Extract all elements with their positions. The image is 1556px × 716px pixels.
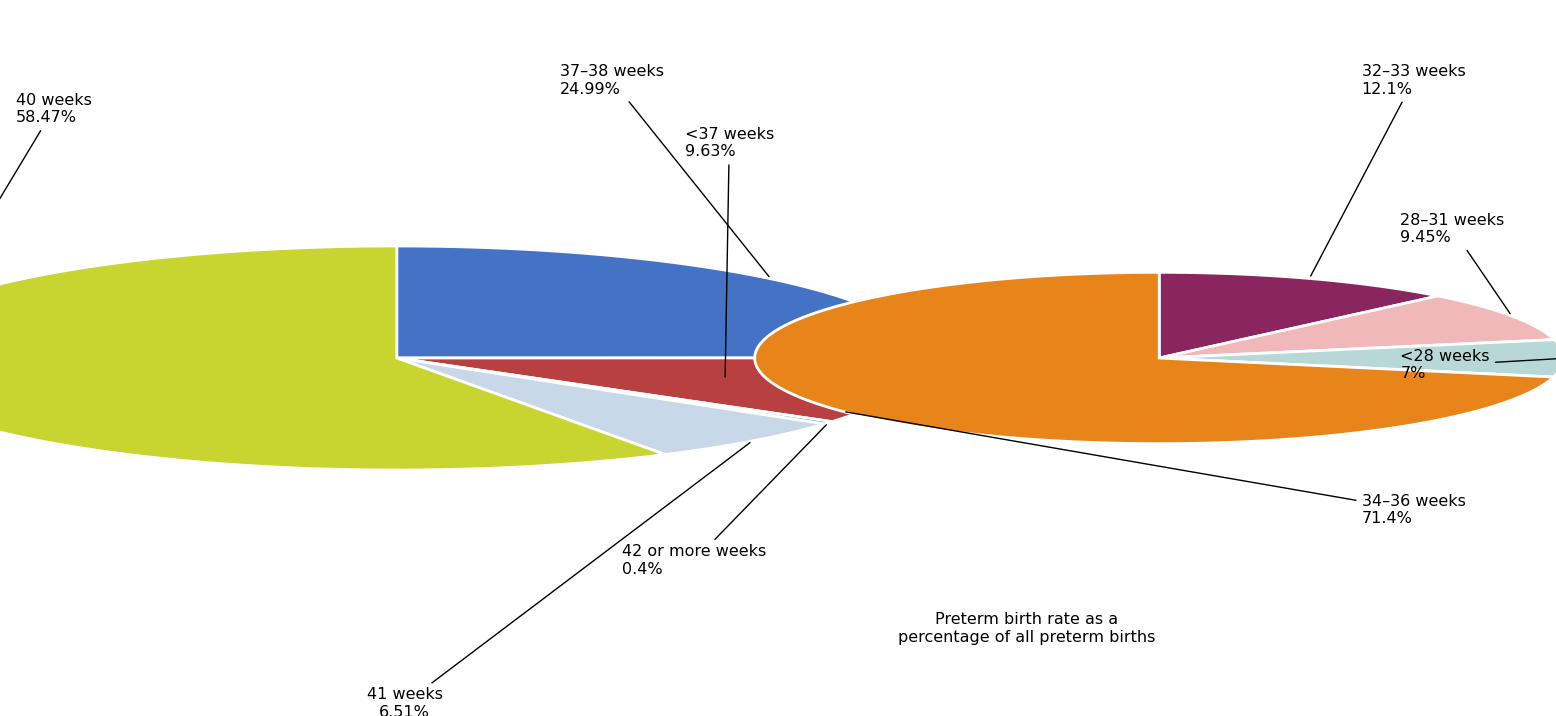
- Polygon shape: [397, 358, 832, 424]
- Polygon shape: [397, 358, 926, 422]
- Text: 41 weeks
6.51%: 41 weeks 6.51%: [367, 442, 750, 716]
- Polygon shape: [1159, 339, 1556, 377]
- Polygon shape: [1159, 296, 1554, 358]
- Polygon shape: [0, 246, 666, 470]
- Text: <28 weeks
7%: <28 weeks 7%: [1400, 349, 1556, 382]
- Polygon shape: [832, 272, 1159, 422]
- Text: <37 weeks
9.63%: <37 weeks 9.63%: [685, 127, 773, 377]
- Text: 34–36 weeks
71.4%: 34–36 weeks 71.4%: [846, 412, 1466, 526]
- Polygon shape: [755, 272, 1554, 444]
- Polygon shape: [397, 246, 926, 358]
- Text: 37–38 weeks
24.99%: 37–38 weeks 24.99%: [560, 64, 769, 276]
- Polygon shape: [1159, 272, 1438, 358]
- Text: 42 or more weeks
0.4%: 42 or more weeks 0.4%: [622, 425, 826, 576]
- Text: 32–33 weeks
12.1%: 32–33 weeks 12.1%: [1310, 64, 1466, 276]
- Text: 28–31 weeks
9.45%: 28–31 weeks 9.45%: [1400, 213, 1511, 314]
- Text: 40 weeks
58.47%: 40 weeks 58.47%: [0, 93, 92, 385]
- Polygon shape: [397, 358, 825, 455]
- Text: Preterm birth rate as a
percentage of all preterm births: Preterm birth rate as a percentage of al…: [898, 612, 1156, 644]
